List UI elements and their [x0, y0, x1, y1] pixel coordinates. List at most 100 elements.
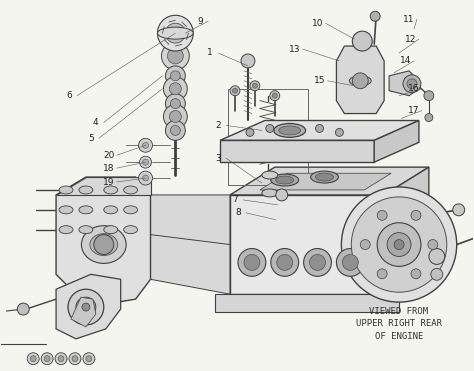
Circle shape — [244, 255, 260, 270]
Circle shape — [337, 249, 364, 276]
Circle shape — [304, 249, 331, 276]
Ellipse shape — [349, 76, 371, 86]
Text: VIEWED FROM
UPPER RIGHT REAR
OF ENGINE: VIEWED FROM UPPER RIGHT REAR OF ENGINE — [356, 307, 442, 341]
Circle shape — [165, 66, 185, 86]
Circle shape — [276, 189, 288, 201]
Circle shape — [68, 289, 104, 325]
Circle shape — [72, 356, 78, 362]
Circle shape — [351, 197, 447, 292]
Circle shape — [360, 240, 370, 250]
Circle shape — [170, 71, 180, 81]
Circle shape — [138, 171, 153, 185]
Circle shape — [30, 356, 36, 362]
Circle shape — [167, 48, 183, 64]
Ellipse shape — [59, 226, 73, 234]
Ellipse shape — [124, 186, 137, 194]
Ellipse shape — [104, 226, 118, 234]
Text: 6: 6 — [66, 91, 72, 100]
Circle shape — [341, 187, 457, 302]
Circle shape — [370, 11, 380, 21]
Circle shape — [230, 86, 240, 96]
Polygon shape — [56, 274, 121, 339]
Polygon shape — [389, 71, 416, 96]
Text: 17: 17 — [408, 106, 419, 115]
Polygon shape — [220, 121, 419, 140]
Circle shape — [165, 23, 185, 43]
Ellipse shape — [79, 226, 93, 234]
Ellipse shape — [279, 126, 301, 135]
Ellipse shape — [276, 176, 294, 184]
Circle shape — [429, 249, 445, 265]
Circle shape — [170, 125, 180, 135]
Polygon shape — [56, 177, 151, 304]
Circle shape — [266, 124, 274, 132]
Text: 11: 11 — [403, 15, 415, 24]
Circle shape — [165, 94, 185, 114]
Polygon shape — [56, 177, 151, 195]
Polygon shape — [71, 297, 96, 327]
Polygon shape — [151, 195, 230, 294]
Text: 1: 1 — [207, 49, 213, 58]
Circle shape — [253, 83, 257, 88]
Circle shape — [431, 268, 443, 280]
Circle shape — [143, 142, 148, 148]
Circle shape — [55, 353, 67, 365]
Text: 9: 9 — [197, 17, 203, 26]
Polygon shape — [230, 195, 384, 294]
Ellipse shape — [274, 124, 306, 137]
Text: 14: 14 — [401, 56, 412, 65]
Ellipse shape — [82, 226, 126, 263]
Circle shape — [157, 15, 193, 51]
Circle shape — [94, 234, 114, 255]
Circle shape — [162, 42, 189, 70]
Polygon shape — [220, 140, 374, 162]
Circle shape — [271, 249, 299, 276]
Circle shape — [82, 303, 90, 311]
Ellipse shape — [79, 206, 93, 214]
Polygon shape — [337, 46, 384, 114]
Circle shape — [424, 91, 434, 101]
Circle shape — [238, 249, 266, 276]
Ellipse shape — [124, 206, 137, 214]
Ellipse shape — [262, 189, 278, 197]
Polygon shape — [374, 121, 419, 162]
Ellipse shape — [310, 171, 338, 183]
Circle shape — [453, 204, 465, 216]
Circle shape — [170, 99, 180, 109]
Circle shape — [425, 114, 433, 121]
Circle shape — [411, 210, 421, 220]
Circle shape — [387, 233, 411, 256]
Circle shape — [164, 77, 187, 101]
Text: 8: 8 — [235, 208, 241, 217]
Polygon shape — [384, 167, 429, 294]
Circle shape — [407, 79, 417, 89]
Circle shape — [277, 255, 292, 270]
Text: 10: 10 — [312, 19, 323, 28]
Circle shape — [138, 138, 153, 152]
Circle shape — [159, 17, 191, 49]
Circle shape — [86, 356, 92, 362]
Ellipse shape — [59, 186, 73, 194]
Circle shape — [76, 297, 96, 317]
Text: 19: 19 — [103, 178, 115, 187]
Circle shape — [316, 124, 323, 132]
Ellipse shape — [262, 171, 278, 179]
Circle shape — [377, 269, 387, 279]
Text: 4: 4 — [93, 118, 99, 127]
Circle shape — [165, 121, 185, 140]
Circle shape — [377, 223, 421, 266]
Ellipse shape — [271, 174, 299, 186]
Polygon shape — [230, 167, 429, 195]
Ellipse shape — [104, 206, 118, 214]
Text: 13: 13 — [289, 45, 301, 53]
Circle shape — [17, 303, 29, 315]
Circle shape — [58, 356, 64, 362]
Circle shape — [411, 269, 421, 279]
Circle shape — [83, 353, 95, 365]
Circle shape — [143, 159, 148, 165]
Circle shape — [342, 255, 358, 270]
Circle shape — [139, 156, 152, 168]
Circle shape — [169, 83, 182, 95]
Text: 18: 18 — [103, 164, 115, 173]
Circle shape — [246, 128, 254, 137]
